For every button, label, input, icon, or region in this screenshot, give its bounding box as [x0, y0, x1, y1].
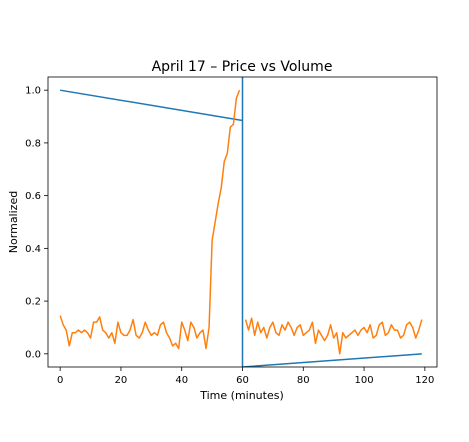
y-tick-label: 0.8 [25, 138, 41, 149]
axes-layer: 0 20 40 60 80 100 120 0.0 0.2 0.4 0.6 0.8 1.0 [25, 76, 438, 386]
x-axis-label: Time (minutes) [199, 389, 284, 402]
x-tick-label: 120 [415, 375, 434, 386]
x-tick-label: 60 [236, 375, 249, 386]
x-tick-label: 100 [355, 375, 374, 386]
y-tick-label: 0.0 [25, 349, 41, 360]
series-line-2 [59, 89, 241, 350]
x-tick-label: 40 [175, 375, 188, 386]
series-group [59, 77, 423, 367]
plot-layer [59, 77, 423, 367]
y-tick-label: 0.6 [25, 191, 41, 202]
series-line-1 [60, 77, 422, 367]
x-tick-label: 0 [57, 375, 63, 386]
chart-title: April 17 – Price vs Volume [152, 59, 333, 75]
x-tick-label: 80 [297, 375, 310, 386]
y-axis-label: Normalized [7, 191, 20, 253]
y-tick-label: 1.0 [25, 86, 41, 97]
y-tick-label: 0.2 [25, 297, 41, 308]
series-line-3 [244, 317, 423, 355]
x-tick-label: 20 [115, 375, 128, 386]
y-tick-label: 0.4 [25, 244, 41, 255]
